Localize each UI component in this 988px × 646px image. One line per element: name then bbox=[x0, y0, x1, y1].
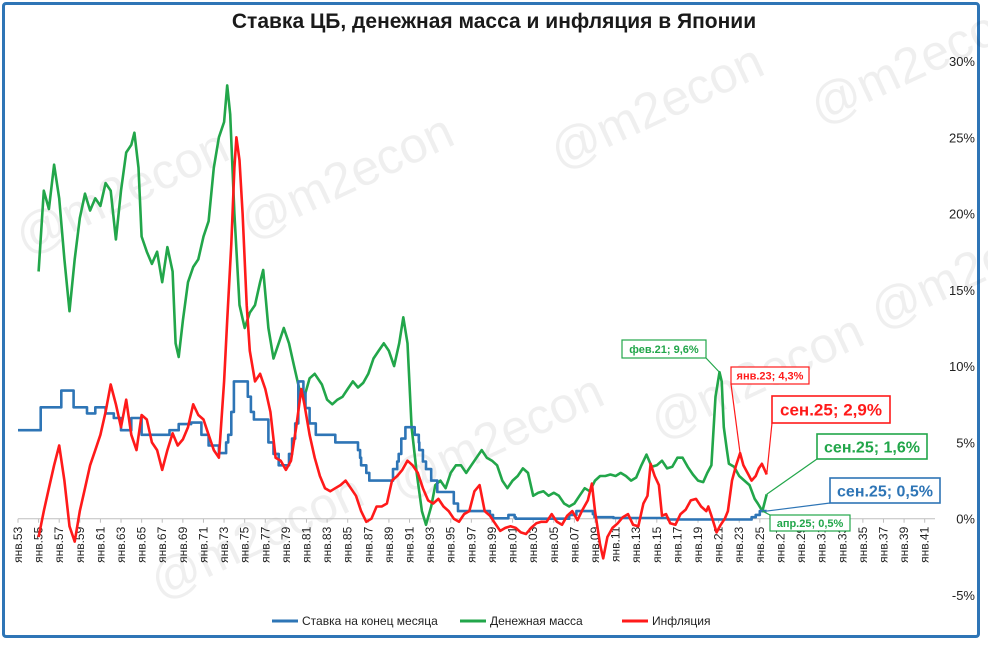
x-tick-label: янв.93 bbox=[423, 526, 437, 563]
watermark-text: @m2econ bbox=[541, 33, 772, 180]
x-tick-label: янв.65 bbox=[135, 526, 149, 563]
x-tick-label: янв.63 bbox=[114, 526, 128, 563]
x-tick-label: янв.23 bbox=[732, 526, 746, 563]
legend-label: Инфляция bbox=[652, 614, 710, 628]
x-tick-label: янв.77 bbox=[258, 526, 272, 563]
x-tick-label: янв.79 bbox=[279, 526, 293, 563]
x-tick-label: янв.05 bbox=[547, 526, 561, 563]
x-tick-label: янв.91 bbox=[403, 526, 417, 563]
x-tick-label: янв.59 bbox=[73, 526, 87, 563]
x-tick-label: янв.73 bbox=[217, 526, 231, 563]
annotation-label: янв.23; 4,3% bbox=[737, 370, 804, 382]
x-tick-label: янв.61 bbox=[93, 526, 107, 563]
annotation-box bbox=[730, 366, 810, 385]
annotation-label: фев.21; 9,6% bbox=[629, 344, 699, 356]
annotation-label: сен.25; 1,6% bbox=[824, 439, 920, 456]
annotation-box bbox=[771, 395, 891, 424]
x-tick-label: янв.29 bbox=[794, 526, 808, 563]
y-tick-label: 5% bbox=[956, 435, 975, 450]
x-tick-label: янв.03 bbox=[526, 526, 540, 563]
x-tick-label: янв.67 bbox=[155, 526, 169, 563]
x-tick-label: янв.89 bbox=[382, 526, 396, 563]
x-tick-label: янв.41 bbox=[918, 526, 932, 563]
x-tick-label: янв.11 bbox=[609, 526, 623, 562]
x-tick-label: янв.99 bbox=[485, 526, 499, 563]
annotation-leader bbox=[766, 502, 831, 512]
chart-title: Ставка ЦБ, денежная масса и инфляция в Я… bbox=[231, 10, 757, 33]
x-tick-label: янв.75 bbox=[238, 526, 252, 563]
x-tick-label: янв.53 bbox=[11, 526, 25, 563]
legend: Ставка на конец месяца Денежная масса Инфл… bbox=[272, 614, 710, 628]
y-tick-label: 10% bbox=[949, 359, 975, 374]
x-tick-label: янв.57 bbox=[52, 526, 66, 563]
x-tick-label: янв.17 bbox=[670, 526, 684, 563]
x-tick-label: янв.13 bbox=[629, 526, 643, 563]
x-tick-label: янв.37 bbox=[876, 526, 890, 563]
series-layer bbox=[18, 84, 768, 560]
watermark-text: @m2econ bbox=[231, 103, 462, 250]
series-line-1 bbox=[37, 84, 768, 527]
x-tick-label: янв.69 bbox=[176, 526, 190, 563]
x-tick-label: янв.21 bbox=[712, 526, 726, 563]
annotation-leader bbox=[730, 383, 741, 454]
x-tick-label: янв.83 bbox=[320, 526, 334, 563]
x-tick-label: янв.97 bbox=[464, 526, 478, 563]
y-tick-label: 15% bbox=[949, 283, 975, 298]
x-tick-label: янв.39 bbox=[897, 526, 911, 563]
y-tick-label: 0% bbox=[956, 512, 975, 527]
annotation-layer: фев.21; 9,6% янв.23; 4,3% сен.25; 2,9% сен.… bbox=[621, 339, 941, 532]
annotation-leader bbox=[705, 357, 720, 373]
annotation-label: сен.25; 2,9% bbox=[780, 401, 882, 420]
annotation-label: сен.25; 0,5% bbox=[837, 483, 933, 500]
x-tick-label: янв.55 bbox=[32, 526, 46, 563]
x-tick-label: янв.71 bbox=[196, 526, 210, 563]
y-tick-label: 25% bbox=[949, 130, 975, 145]
legend-label: Ставка на конец месяца bbox=[302, 614, 438, 628]
x-tick-label: янв.01 bbox=[506, 526, 520, 563]
annotation-leader bbox=[762, 510, 771, 516]
annotation-label: апр.25; 0,5% bbox=[777, 518, 844, 530]
y-tick-label: 30% bbox=[949, 54, 975, 69]
x-tick-label: янв.19 bbox=[691, 526, 705, 563]
annotation-box bbox=[816, 433, 928, 460]
x-tick-label: янв.87 bbox=[361, 526, 375, 563]
annotation-leader bbox=[766, 458, 818, 495]
watermark-text: @m2econ bbox=[381, 363, 612, 510]
x-tick-label: янв.35 bbox=[856, 526, 870, 563]
x-tick-label: янв.07 bbox=[567, 526, 581, 563]
x-tick-label: янв.25 bbox=[753, 526, 767, 563]
x-tick-label: янв.15 bbox=[650, 526, 664, 563]
annotation-leader bbox=[766, 422, 773, 475]
annotation-box bbox=[829, 477, 941, 504]
y-tick-label: 20% bbox=[949, 207, 975, 222]
x-tick-label: янв.33 bbox=[835, 526, 849, 563]
series-line-2 bbox=[37, 136, 768, 560]
annotation-box bbox=[769, 514, 851, 532]
x-tick-label: янв.31 bbox=[815, 526, 829, 563]
legend-label: Денежная масса bbox=[490, 614, 583, 628]
series-line-0 bbox=[18, 380, 767, 521]
x-tick-label: янв.27 bbox=[773, 526, 787, 563]
x-tick-label: янв.81 bbox=[299, 526, 313, 563]
chart-frame bbox=[2, 2, 980, 638]
y-tick-label: -5% bbox=[952, 588, 976, 603]
x-tick-label: янв.95 bbox=[444, 526, 458, 563]
x-tick-label: янв.85 bbox=[341, 526, 355, 563]
annotation-box bbox=[621, 339, 707, 359]
